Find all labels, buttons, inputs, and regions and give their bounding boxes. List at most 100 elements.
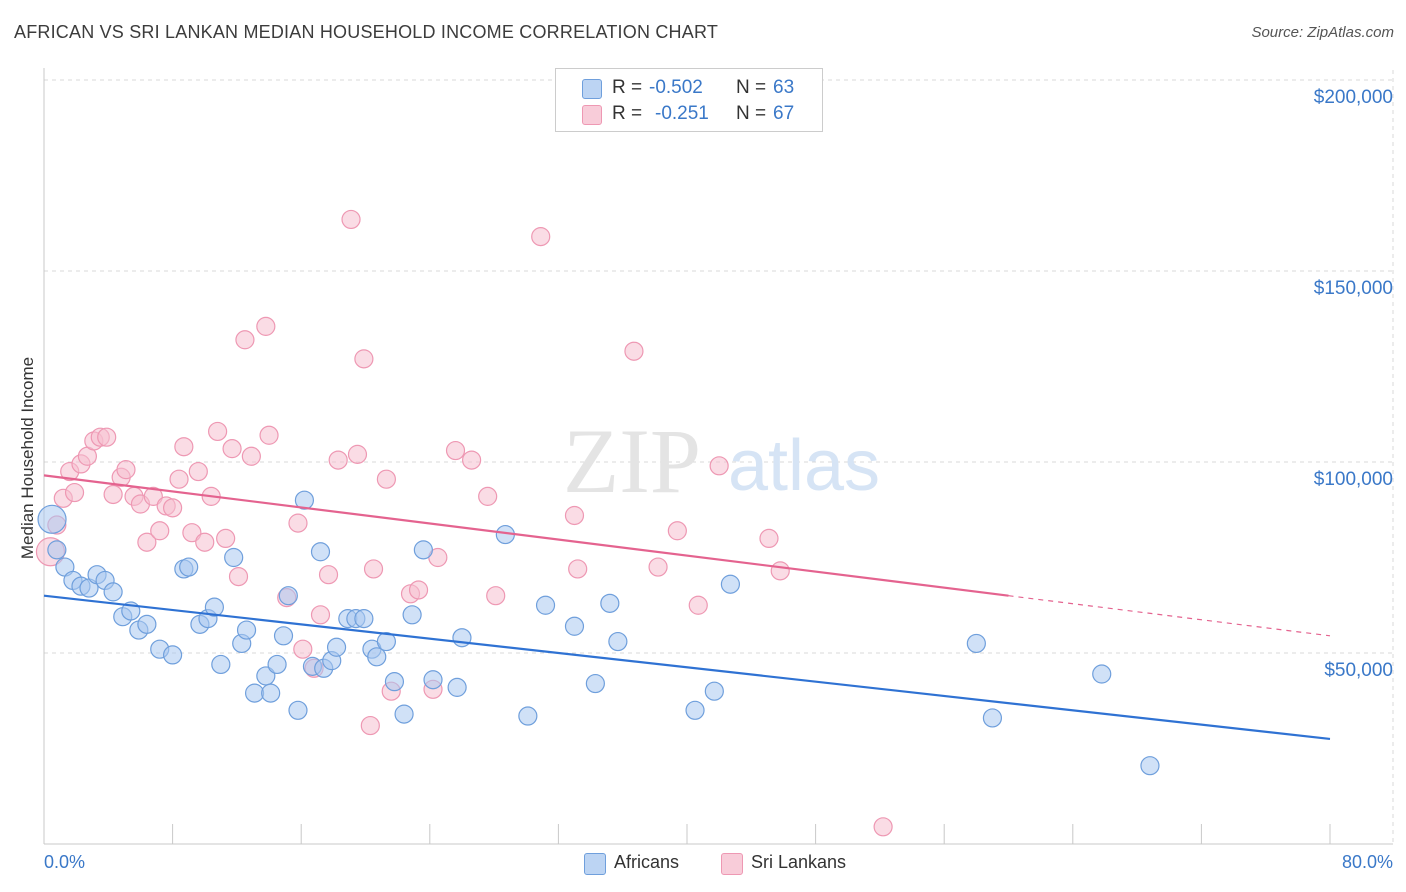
watermark-zip: ZIP [563, 410, 701, 512]
africans-point [310, 542, 331, 562]
srilankans-point [445, 440, 466, 461]
africans-point [47, 540, 67, 560]
africans-legend-swatch [584, 853, 606, 875]
srilankans-point [363, 559, 384, 579]
africans-point [367, 647, 387, 667]
srilankans-point [228, 566, 249, 587]
srilankans-point [709, 456, 729, 476]
africans-point [204, 597, 224, 617]
africans-point [704, 681, 724, 701]
africans-point [163, 645, 183, 665]
africans-point [720, 574, 741, 594]
trend-lines [43, 474, 1331, 741]
africans-point [982, 708, 1003, 728]
africans-point [685, 700, 705, 720]
africans-point [267, 654, 287, 675]
africans-point [294, 490, 315, 510]
srilankans-point [461, 450, 482, 470]
y-tick-label: $200,000 [1314, 87, 1393, 108]
africans-point [564, 616, 585, 636]
srilankans-legend-swatch [721, 853, 743, 875]
srilankans-point [564, 505, 585, 526]
srilankans-point [759, 528, 779, 549]
srilankans-n-label: N = [736, 103, 767, 124]
srilankans-point [310, 605, 331, 625]
africans-swatch [582, 79, 602, 99]
y-tick-labels: $50,000 $100,000 $150,000 $200,000 [1314, 87, 1393, 681]
africans-point [423, 670, 443, 690]
srilankans-point [328, 450, 348, 470]
africans-r-value: -0.502 [649, 77, 703, 98]
africans-point [394, 704, 414, 724]
srilankans-point [163, 498, 183, 518]
africans-n-label: N = [736, 77, 767, 98]
srilankans-point [478, 486, 498, 506]
srilankans-point [208, 421, 228, 442]
srilankans-point [259, 425, 279, 445]
africans-point [1092, 664, 1112, 684]
watermark-atlas: atlas [728, 426, 880, 506]
africans-point [376, 631, 396, 652]
srilankans-point [688, 595, 708, 615]
srilankans-point [195, 532, 215, 552]
africans-point [103, 582, 123, 602]
srilankans-point [216, 528, 236, 549]
correlation-legend: R = -0.502 N = 63 R = -0.251 N = 67 [555, 68, 823, 132]
srilankans-point [341, 209, 361, 230]
africans-point [273, 626, 294, 646]
chart-title: AFRICAN VS SRI LANKAN MEDIAN HOUSEHOLD I… [14, 22, 719, 42]
srilankans-point [624, 341, 644, 361]
srilankans-point [667, 521, 687, 541]
srilankans-point [150, 521, 170, 541]
y-tick-label: $150,000 [1314, 278, 1393, 299]
africans-point [137, 614, 157, 634]
srilankans-point [408, 580, 429, 600]
africans-point [288, 700, 308, 720]
africans-point [211, 654, 231, 675]
srilankans-point [116, 460, 136, 480]
srilankans-point [137, 532, 157, 552]
africans-n-value: 63 [773, 77, 795, 98]
africans-legend-label: Africans [614, 852, 680, 872]
africans-point [1140, 756, 1160, 776]
srilankans-point [188, 461, 208, 482]
srilankans-point [648, 557, 668, 577]
africans-point [413, 540, 433, 560]
srilankans-point [531, 227, 551, 247]
srilankans-point [770, 561, 790, 581]
africans-point [326, 637, 347, 657]
africans-point [447, 677, 467, 697]
x-tick-min: 0.0% [44, 852, 86, 872]
africans-point [608, 631, 628, 652]
srilankans-point [568, 559, 588, 579]
srilankans-point [256, 316, 276, 336]
srilankans-point [97, 427, 117, 447]
africans-point [224, 547, 244, 568]
africans-point [261, 683, 281, 703]
srilankans-point [222, 439, 242, 459]
srilankans-point [169, 469, 189, 489]
srilankans-point [64, 482, 85, 503]
srilankans-point [293, 639, 313, 659]
srilankans-swatch [582, 105, 602, 125]
srilankans-point [376, 469, 396, 489]
srilankans-point [318, 565, 339, 585]
srilankans-point [235, 330, 255, 350]
africans-point [966, 633, 986, 654]
srilankans-point [103, 484, 123, 505]
africans-point [384, 672, 405, 692]
srilankans-trend-line [43, 474, 1009, 597]
y-tick-label: $50,000 [1324, 660, 1393, 681]
srilankans-point [347, 444, 368, 464]
srilankans-point [288, 513, 308, 533]
srilankans-r-label: R = [612, 103, 643, 124]
srilankans-point [182, 523, 202, 543]
srilankans-trend-extension [1008, 595, 1331, 637]
watermark: ZIP atlas [563, 410, 880, 512]
africans-point [600, 593, 620, 613]
srilankans-points [35, 209, 893, 837]
africans-point [354, 609, 374, 629]
x-tick-max: 80.0% [1341, 852, 1393, 872]
srilankans-point [873, 817, 893, 837]
